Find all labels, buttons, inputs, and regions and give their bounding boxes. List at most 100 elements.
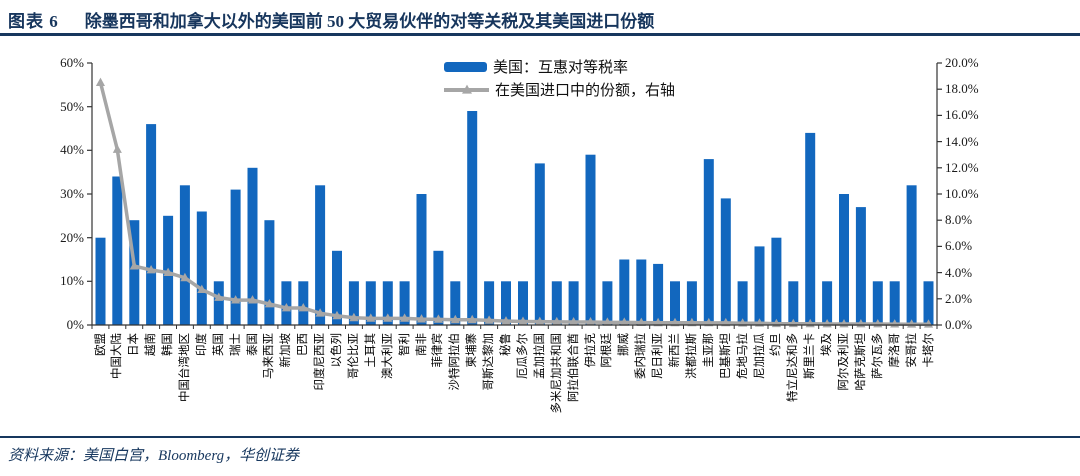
x-axis-category-label: 哈萨克斯坦 bbox=[854, 333, 867, 391]
x-axis-category-label: 挪威 bbox=[618, 333, 631, 356]
share-line-marker bbox=[569, 317, 579, 326]
x-axis-category-label: 斯里兰卡 bbox=[804, 333, 817, 379]
share-line-marker bbox=[231, 295, 241, 304]
tariff-bar bbox=[230, 189, 241, 325]
right-axis-tick-label: 20.0% bbox=[945, 55, 979, 70]
tariff-bar bbox=[95, 237, 106, 325]
x-axis-category-label: 尼加拉瓜 bbox=[753, 333, 766, 379]
share-line-marker bbox=[366, 313, 376, 322]
tariff-bar bbox=[568, 281, 579, 325]
figure-title: 图表 6 除墨西哥和加拿大以外的美国前 50 大贸易伙伴的对等关税及其美国进口份额 bbox=[8, 7, 1072, 32]
share-line-marker bbox=[180, 272, 190, 282]
tariff-bar bbox=[264, 220, 275, 325]
x-axis-category-label: 阿根廷 bbox=[601, 333, 614, 368]
x-axis-category-label: 南非 bbox=[415, 333, 428, 356]
right-axis-tick-label: 2.0% bbox=[945, 290, 973, 306]
left-axis-tick-label: 30% bbox=[60, 186, 84, 201]
right-axis-tick-label: 6.0% bbox=[945, 238, 973, 254]
chart-figure: 美国：互惠对等税率 在美国进口中的份额，右轴 0% 10% 20% 30% 40% 50%… bbox=[0, 38, 1080, 436]
share-line-marker bbox=[281, 303, 291, 312]
tariff-bar bbox=[365, 281, 376, 325]
share-line-marker bbox=[400, 313, 410, 322]
x-axis-category-label: 尼日利亚 bbox=[652, 333, 665, 379]
x-axis-category-label: 伊拉克 bbox=[584, 333, 597, 368]
right-axis-tick-label: 16.0% bbox=[945, 107, 979, 123]
tariff-bar bbox=[146, 124, 157, 325]
x-axis-category-label: 哥伦比亚 bbox=[347, 333, 360, 379]
tariff-bar bbox=[213, 281, 224, 325]
share-line-marker bbox=[112, 144, 122, 153]
share-line-marker bbox=[704, 317, 714, 327]
x-axis-category-label: 厄瓜多尔 bbox=[517, 333, 529, 379]
chart-canvas bbox=[87, 62, 942, 329]
x-axis-category-label: 埃及 bbox=[821, 333, 834, 356]
left-axis-tick-label: 0% bbox=[66, 317, 84, 332]
share-line-marker bbox=[163, 267, 173, 276]
tariff-bar bbox=[433, 250, 444, 325]
x-axis-category-label: 圭亚那 bbox=[702, 333, 715, 368]
x-axis-category-label: 摩洛哥 bbox=[888, 333, 901, 368]
right-axis-tick-label: 10.0% bbox=[945, 186, 979, 201]
x-axis-category-label: 萨尔瓦多 bbox=[871, 333, 884, 379]
x-axis-category-label: 中国大陆 bbox=[111, 333, 124, 379]
right-axis-tick-label: 14.0% bbox=[945, 133, 979, 149]
right-axis-tick-label: 4.0% bbox=[945, 264, 973, 280]
share-line-marker bbox=[146, 265, 156, 274]
share-line-marker bbox=[214, 292, 224, 301]
x-axis-category-label: 巴基斯坦 bbox=[719, 333, 732, 379]
tariff-bar bbox=[399, 281, 410, 325]
x-axis-category-label: 约旦 bbox=[770, 333, 783, 356]
share-line-marker bbox=[332, 310, 342, 320]
x-axis-category-label: 多米尼加共和国 bbox=[550, 333, 563, 414]
x-axis-category-label: 中国台湾地区 bbox=[178, 333, 191, 402]
share-line-marker bbox=[383, 313, 393, 322]
tariff-bar bbox=[551, 281, 562, 325]
share-line-marker bbox=[501, 316, 511, 325]
x-axis-category-label: 英国 bbox=[212, 333, 225, 356]
legend-item-share: 在美国进口中的份额，右轴 bbox=[444, 78, 675, 101]
x-axis-category-label: 洪都拉斯 bbox=[685, 333, 698, 379]
x-axis-category-label: 智利 bbox=[398, 333, 411, 356]
tariff-bar bbox=[906, 185, 917, 325]
tariff-bar bbox=[822, 281, 833, 325]
tariff-bar bbox=[348, 281, 359, 325]
footer-divider bbox=[0, 436, 1080, 438]
share-line-marker bbox=[552, 316, 562, 326]
x-axis-category-label: 泰国 bbox=[246, 333, 259, 356]
tariff-bar bbox=[196, 211, 207, 325]
x-axis-category-label: 新西兰 bbox=[669, 333, 681, 368]
tariff-bar bbox=[179, 185, 190, 325]
share-line-marker bbox=[349, 312, 359, 322]
x-axis-category-label: 阿尔及利亚 bbox=[838, 333, 850, 391]
tariff-bar bbox=[703, 159, 714, 325]
left-axis-tick-label: 40% bbox=[60, 142, 84, 158]
x-axis-category-label: 以色列 bbox=[331, 333, 343, 368]
x-axis-category-label: 日本 bbox=[128, 333, 141, 356]
tariff-bar bbox=[416, 194, 427, 325]
x-axis-category-label: 新加坡 bbox=[280, 333, 293, 368]
tariff-bar bbox=[636, 259, 647, 325]
tariff-bar bbox=[585, 154, 596, 325]
legend-item-tariff: 美国：互惠对等税率 bbox=[444, 55, 675, 78]
source-note: 资料来源：美国白宫，Bloomberg，华创证券 bbox=[8, 448, 300, 464]
tariff-bar bbox=[855, 207, 866, 325]
title-divider bbox=[0, 33, 1080, 36]
share-line-marker bbox=[264, 299, 275, 308]
share-line-marker bbox=[721, 317, 731, 327]
tariff-bar bbox=[450, 281, 461, 325]
x-axis-category-label: 安哥拉 bbox=[905, 333, 918, 368]
share-line-marker bbox=[636, 317, 646, 326]
share-line-marker bbox=[585, 317, 596, 326]
share-line-marker bbox=[433, 314, 444, 323]
x-axis-category-label: 菲律宾 bbox=[432, 333, 445, 368]
left-axis-tick-label: 20% bbox=[60, 229, 84, 245]
tariff-bar bbox=[501, 281, 511, 325]
left-axis-tick-label: 50% bbox=[60, 98, 84, 114]
x-axis-category-label: 卡塔尔 bbox=[922, 333, 935, 368]
x-axis-category-label: 秘鲁 bbox=[500, 333, 512, 356]
line-series-swatch bbox=[444, 84, 489, 94]
x-axis-category-label: 危地马拉 bbox=[736, 333, 749, 379]
tariff-bar bbox=[720, 198, 731, 325]
tariff-bar bbox=[112, 176, 123, 325]
x-axis-category-label: 韩国 bbox=[162, 333, 175, 356]
